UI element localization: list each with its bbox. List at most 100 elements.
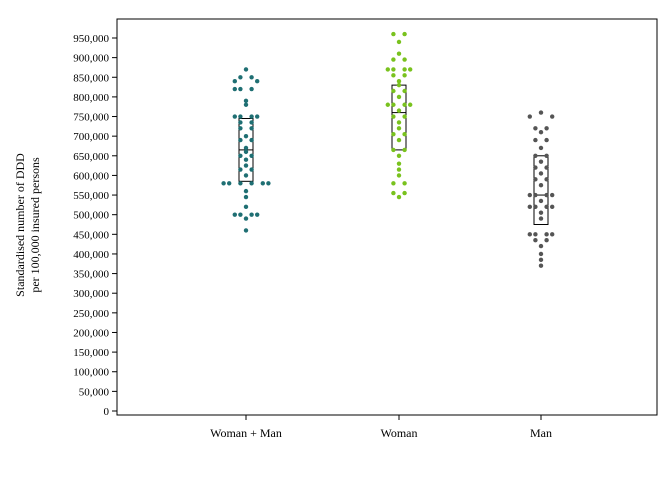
data-point	[232, 86, 237, 92]
data-point	[538, 251, 544, 257]
data-point	[232, 114, 237, 119]
data-point	[402, 147, 407, 153]
data-point	[391, 88, 396, 94]
data-point	[238, 212, 243, 217]
data-point	[550, 204, 555, 210]
data-point	[243, 133, 249, 139]
data-point	[249, 75, 254, 80]
data-point	[391, 190, 396, 196]
data-point	[402, 31, 407, 37]
data-point	[402, 67, 407, 72]
data-point	[402, 73, 407, 78]
data-point	[538, 183, 544, 188]
data-point	[527, 204, 532, 210]
data-point	[243, 204, 249, 210]
data-point	[249, 212, 254, 217]
y-tick-label: 850,000	[73, 72, 109, 84]
data-point	[391, 147, 396, 153]
plot-area-frame	[116, 18, 658, 416]
data-point	[538, 130, 544, 135]
data-point	[391, 131, 396, 137]
data-point	[249, 137, 254, 143]
data-point	[249, 167, 254, 172]
y-tick-label: 0	[104, 406, 110, 418]
data-point	[544, 137, 549, 143]
data-point	[533, 204, 538, 210]
box-iqr	[533, 155, 549, 225]
data-point	[538, 243, 544, 249]
data-point	[538, 257, 544, 263]
data-point	[221, 181, 226, 186]
data-point	[402, 190, 407, 196]
series-group	[385, 31, 413, 200]
data-point	[255, 212, 260, 217]
data-point	[550, 114, 555, 119]
data-point	[533, 177, 538, 182]
y-axis-title-line-1: Standardised number of DDD	[13, 153, 27, 297]
data-point	[544, 238, 549, 243]
data-point	[538, 110, 544, 115]
y-tick-label: 650,000	[73, 151, 109, 163]
data-point	[243, 163, 249, 168]
data-point	[538, 198, 544, 204]
data-point	[243, 228, 249, 233]
data-point	[391, 102, 396, 107]
data-point	[544, 232, 549, 237]
data-point	[238, 86, 243, 92]
data-point	[249, 86, 254, 92]
data-point	[533, 238, 538, 243]
y-tick-label: 450,000	[73, 229, 109, 241]
data-point	[396, 82, 402, 88]
data-point	[538, 145, 544, 151]
y-tick-label: 150,000	[73, 347, 109, 359]
data-point	[396, 167, 402, 172]
y-tick-label: 100,000	[73, 367, 109, 379]
data-point	[238, 137, 243, 143]
data-point	[396, 51, 402, 56]
data-point	[266, 181, 271, 186]
data-point	[243, 102, 249, 107]
data-point	[396, 120, 402, 125]
data-point	[402, 114, 407, 119]
data-point	[396, 108, 402, 113]
data-point	[402, 181, 407, 186]
data-point	[385, 102, 390, 107]
data-point	[243, 67, 249, 72]
y-tick-label: 800,000	[73, 92, 109, 104]
data-point	[249, 153, 254, 158]
data-point	[544, 126, 549, 131]
data-point	[396, 39, 402, 45]
data-point	[402, 57, 407, 62]
data-point	[533, 232, 538, 237]
x-category-label: Woman	[380, 426, 417, 440]
y-axis-title: Standardised number of DDD per 100,000 i…	[13, 153, 42, 297]
data-point	[238, 153, 243, 158]
y-tick-label: 250,000	[73, 308, 109, 320]
data-point	[538, 171, 544, 176]
y-tick-label: 750,000	[73, 112, 109, 124]
series-group	[527, 110, 555, 268]
data-point	[538, 159, 544, 164]
data-point	[533, 126, 538, 131]
data-point	[249, 181, 254, 186]
data-point	[396, 78, 402, 84]
data-point	[238, 75, 243, 80]
data-point	[527, 114, 532, 119]
data-point	[396, 153, 402, 158]
data-point	[243, 98, 249, 104]
data-point	[408, 67, 413, 72]
data-point	[238, 120, 243, 125]
data-point	[232, 78, 237, 84]
data-point	[538, 216, 544, 221]
data-point	[260, 181, 265, 186]
data-point	[396, 194, 402, 200]
data-point	[249, 120, 254, 125]
data-point	[238, 114, 243, 119]
data-point	[243, 145, 249, 151]
data-point	[538, 263, 544, 268]
data-point	[238, 167, 243, 172]
data-point	[243, 188, 249, 194]
data-point	[391, 114, 396, 119]
series-group	[221, 67, 271, 233]
